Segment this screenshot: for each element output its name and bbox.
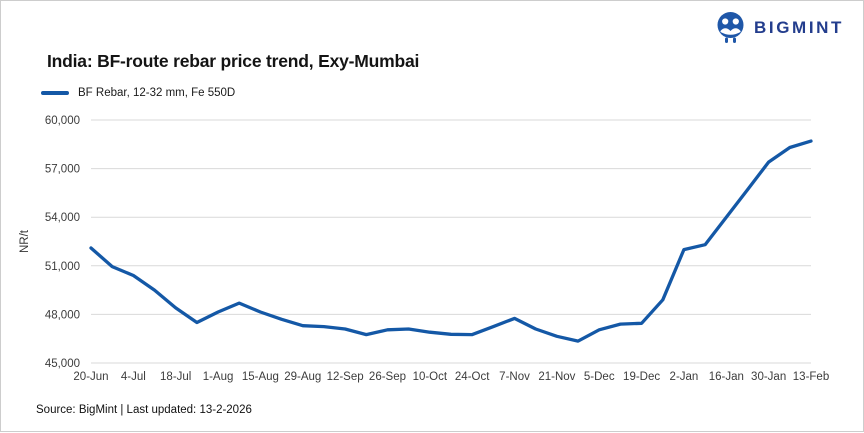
y-tick-label: 45,000 <box>45 358 80 370</box>
y-tick-label: 54,000 <box>45 212 80 224</box>
x-tick-label: 26-Sep <box>369 371 406 383</box>
x-tick-label: 12-Sep <box>327 371 364 383</box>
x-tick-label: 19-Dec <box>623 371 660 383</box>
y-tick-label: 57,000 <box>45 164 80 176</box>
legend-series-label: BF Rebar, 12-32 mm, Fe 550D <box>78 87 236 99</box>
x-tick-label: 13-Feb <box>793 371 829 383</box>
x-tick-label: 7-Nov <box>499 371 530 383</box>
x-tick-label: 5-Dec <box>584 371 615 383</box>
chart-legend: BF Rebar, 12-32 mm, Fe 550D <box>41 87 235 99</box>
chart-title: India: BF-route rebar price trend, Exy-M… <box>47 51 420 71</box>
x-tick-label: 10-Oct <box>413 371 448 383</box>
source-note: Source: BigMint | Last updated: 13-2-202… <box>36 404 252 416</box>
bigmint-logo: BIGMINT <box>714 11 844 45</box>
bigmint-logo-icon <box>717 12 744 43</box>
price-line <box>89 139 813 343</box>
x-tick-label: 4-Jul <box>121 371 146 383</box>
x-tick-label: 2-Jan <box>670 371 699 383</box>
x-tick-label: 30-Jan <box>751 371 786 383</box>
x-tick-label: 24-Oct <box>455 371 490 383</box>
x-tick-label: 21-Nov <box>538 371 575 383</box>
y-tick-label: 60,000 <box>45 115 80 127</box>
legend-line-swatch <box>41 91 69 95</box>
x-tick-label: 16-Jan <box>709 371 744 383</box>
x-tick-label: 1-Aug <box>203 371 234 383</box>
x-tick-label: 20-Jun <box>73 371 108 383</box>
y-tick-label: 48,000 <box>45 309 80 321</box>
x-tick-label: 15-Aug <box>242 371 279 383</box>
x-tick-label: 29-Aug <box>284 371 321 383</box>
bigmint-logo-text: BIGMINT <box>754 18 844 37</box>
y-axis-title: NR/t <box>19 229 31 253</box>
x-tick-label: 18-Jul <box>160 371 191 383</box>
y-tick-label: 51,000 <box>45 261 80 273</box>
